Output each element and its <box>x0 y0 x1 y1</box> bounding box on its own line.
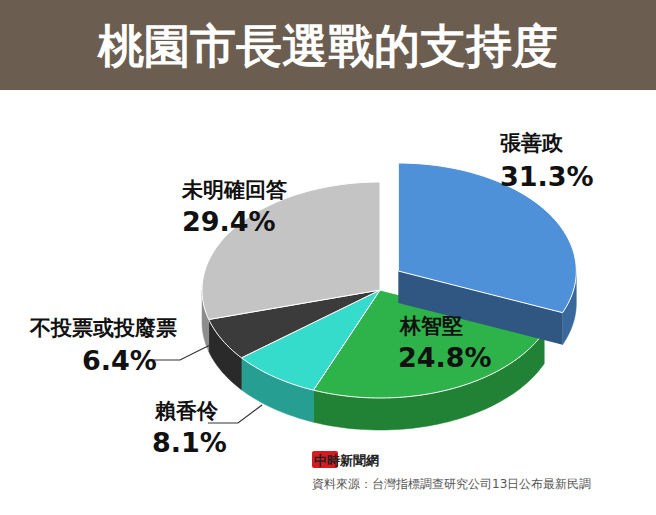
category-label: 張善政 <box>500 131 564 155</box>
title: 桃園市長選戰的支持度 <box>97 19 558 73</box>
leader-line <box>152 345 210 360</box>
chart-svg: 桃園市長選戰的支持度張善政 31.3% 林智堅 24.8% 賴香伶 8.1% 不投票或投廢票… <box>0 0 656 515</box>
slice-top <box>202 182 380 319</box>
data-label: 31.3% <box>500 161 594 192</box>
category-label: 林智堅 <box>399 314 463 338</box>
data-label: 6.4% <box>82 345 157 376</box>
category-label: 未明確回答 <box>181 178 287 202</box>
logo: 中時新聞網 <box>312 451 379 468</box>
logo-text: 中時新聞網 <box>314 453 379 468</box>
data-label: 24.8% <box>398 342 492 373</box>
labels: 張善政 31.3% 林智堅 24.8% 賴香伶 8.1% 不投票或投廢票 6.4% 未明確回答 2… <box>29 131 594 458</box>
data-label: 8.1% <box>152 427 227 458</box>
title-band <box>0 0 656 90</box>
category-label: 不投票或投廢票 <box>29 316 177 340</box>
pie <box>202 163 576 430</box>
chart-root: 桃園市長選戰的支持度張善政 31.3% 林智堅 24.8% 賴香伶 8.1% 不投票或投廢票… <box>0 0 656 515</box>
source: 資料來源：台灣指標調查研究公司13日公布最新民調 <box>312 477 591 491</box>
category-label: 賴香伶 <box>154 399 219 423</box>
data-label: 29.4% <box>182 206 276 237</box>
